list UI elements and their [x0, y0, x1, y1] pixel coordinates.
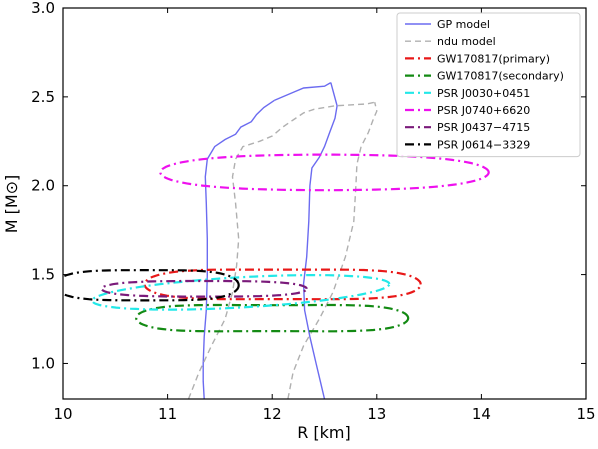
- legend: GP model ndu model GW170817(primary) GW1708…: [396, 12, 581, 158]
- legend-label: GW170817(secondary): [437, 70, 564, 83]
- y-tick-label: 1.5: [31, 266, 55, 284]
- x-tick-label: 12: [263, 405, 282, 423]
- legend-label: PSR J0614−3329: [437, 138, 530, 151]
- y-tick-label: 1.0: [31, 354, 55, 372]
- legend-frame: [396, 12, 581, 158]
- legend-label: ndu model: [437, 35, 496, 48]
- x-tick-label: 10: [53, 405, 72, 423]
- x-tick-label: 14: [472, 405, 491, 423]
- series-5-contour: [159, 153, 490, 192]
- y-tick-label: 2.0: [31, 177, 55, 195]
- series-1-curve-0: [187, 101, 375, 399]
- legend-label: PSR J0740+6620: [437, 104, 530, 117]
- y-tick-label: 2.5: [31, 88, 55, 106]
- x-axis-label: R [km]: [297, 423, 351, 442]
- legend-label: PSR J0437−4715: [437, 121, 530, 134]
- series-0-curve-1: [302, 82, 338, 399]
- x-tick-label: 13: [367, 405, 386, 423]
- legend-label: PSR J0030+0451: [437, 87, 530, 100]
- y-tick-label: 3.0: [31, 0, 55, 17]
- plot-frame: [62, 7, 587, 400]
- series-0-curve-0: [202, 99, 275, 399]
- x-tick-label: 11: [158, 405, 177, 423]
- series-4-contour: [91, 274, 391, 311]
- series-1-curve-1: [287, 102, 378, 399]
- legend-label: GP model: [437, 18, 490, 31]
- series-6-contour: [100, 279, 308, 298]
- y-axis-label: M [M⊙]: [2, 175, 21, 234]
- legend-label: GW170817(primary): [437, 52, 550, 65]
- series-7-contour: [63, 269, 240, 302]
- x-tick-label: 15: [576, 405, 595, 423]
- series-2-contour: [143, 268, 422, 301]
- series-3-contour: [135, 303, 410, 333]
- series-0-curve-2: [274, 81, 332, 102]
